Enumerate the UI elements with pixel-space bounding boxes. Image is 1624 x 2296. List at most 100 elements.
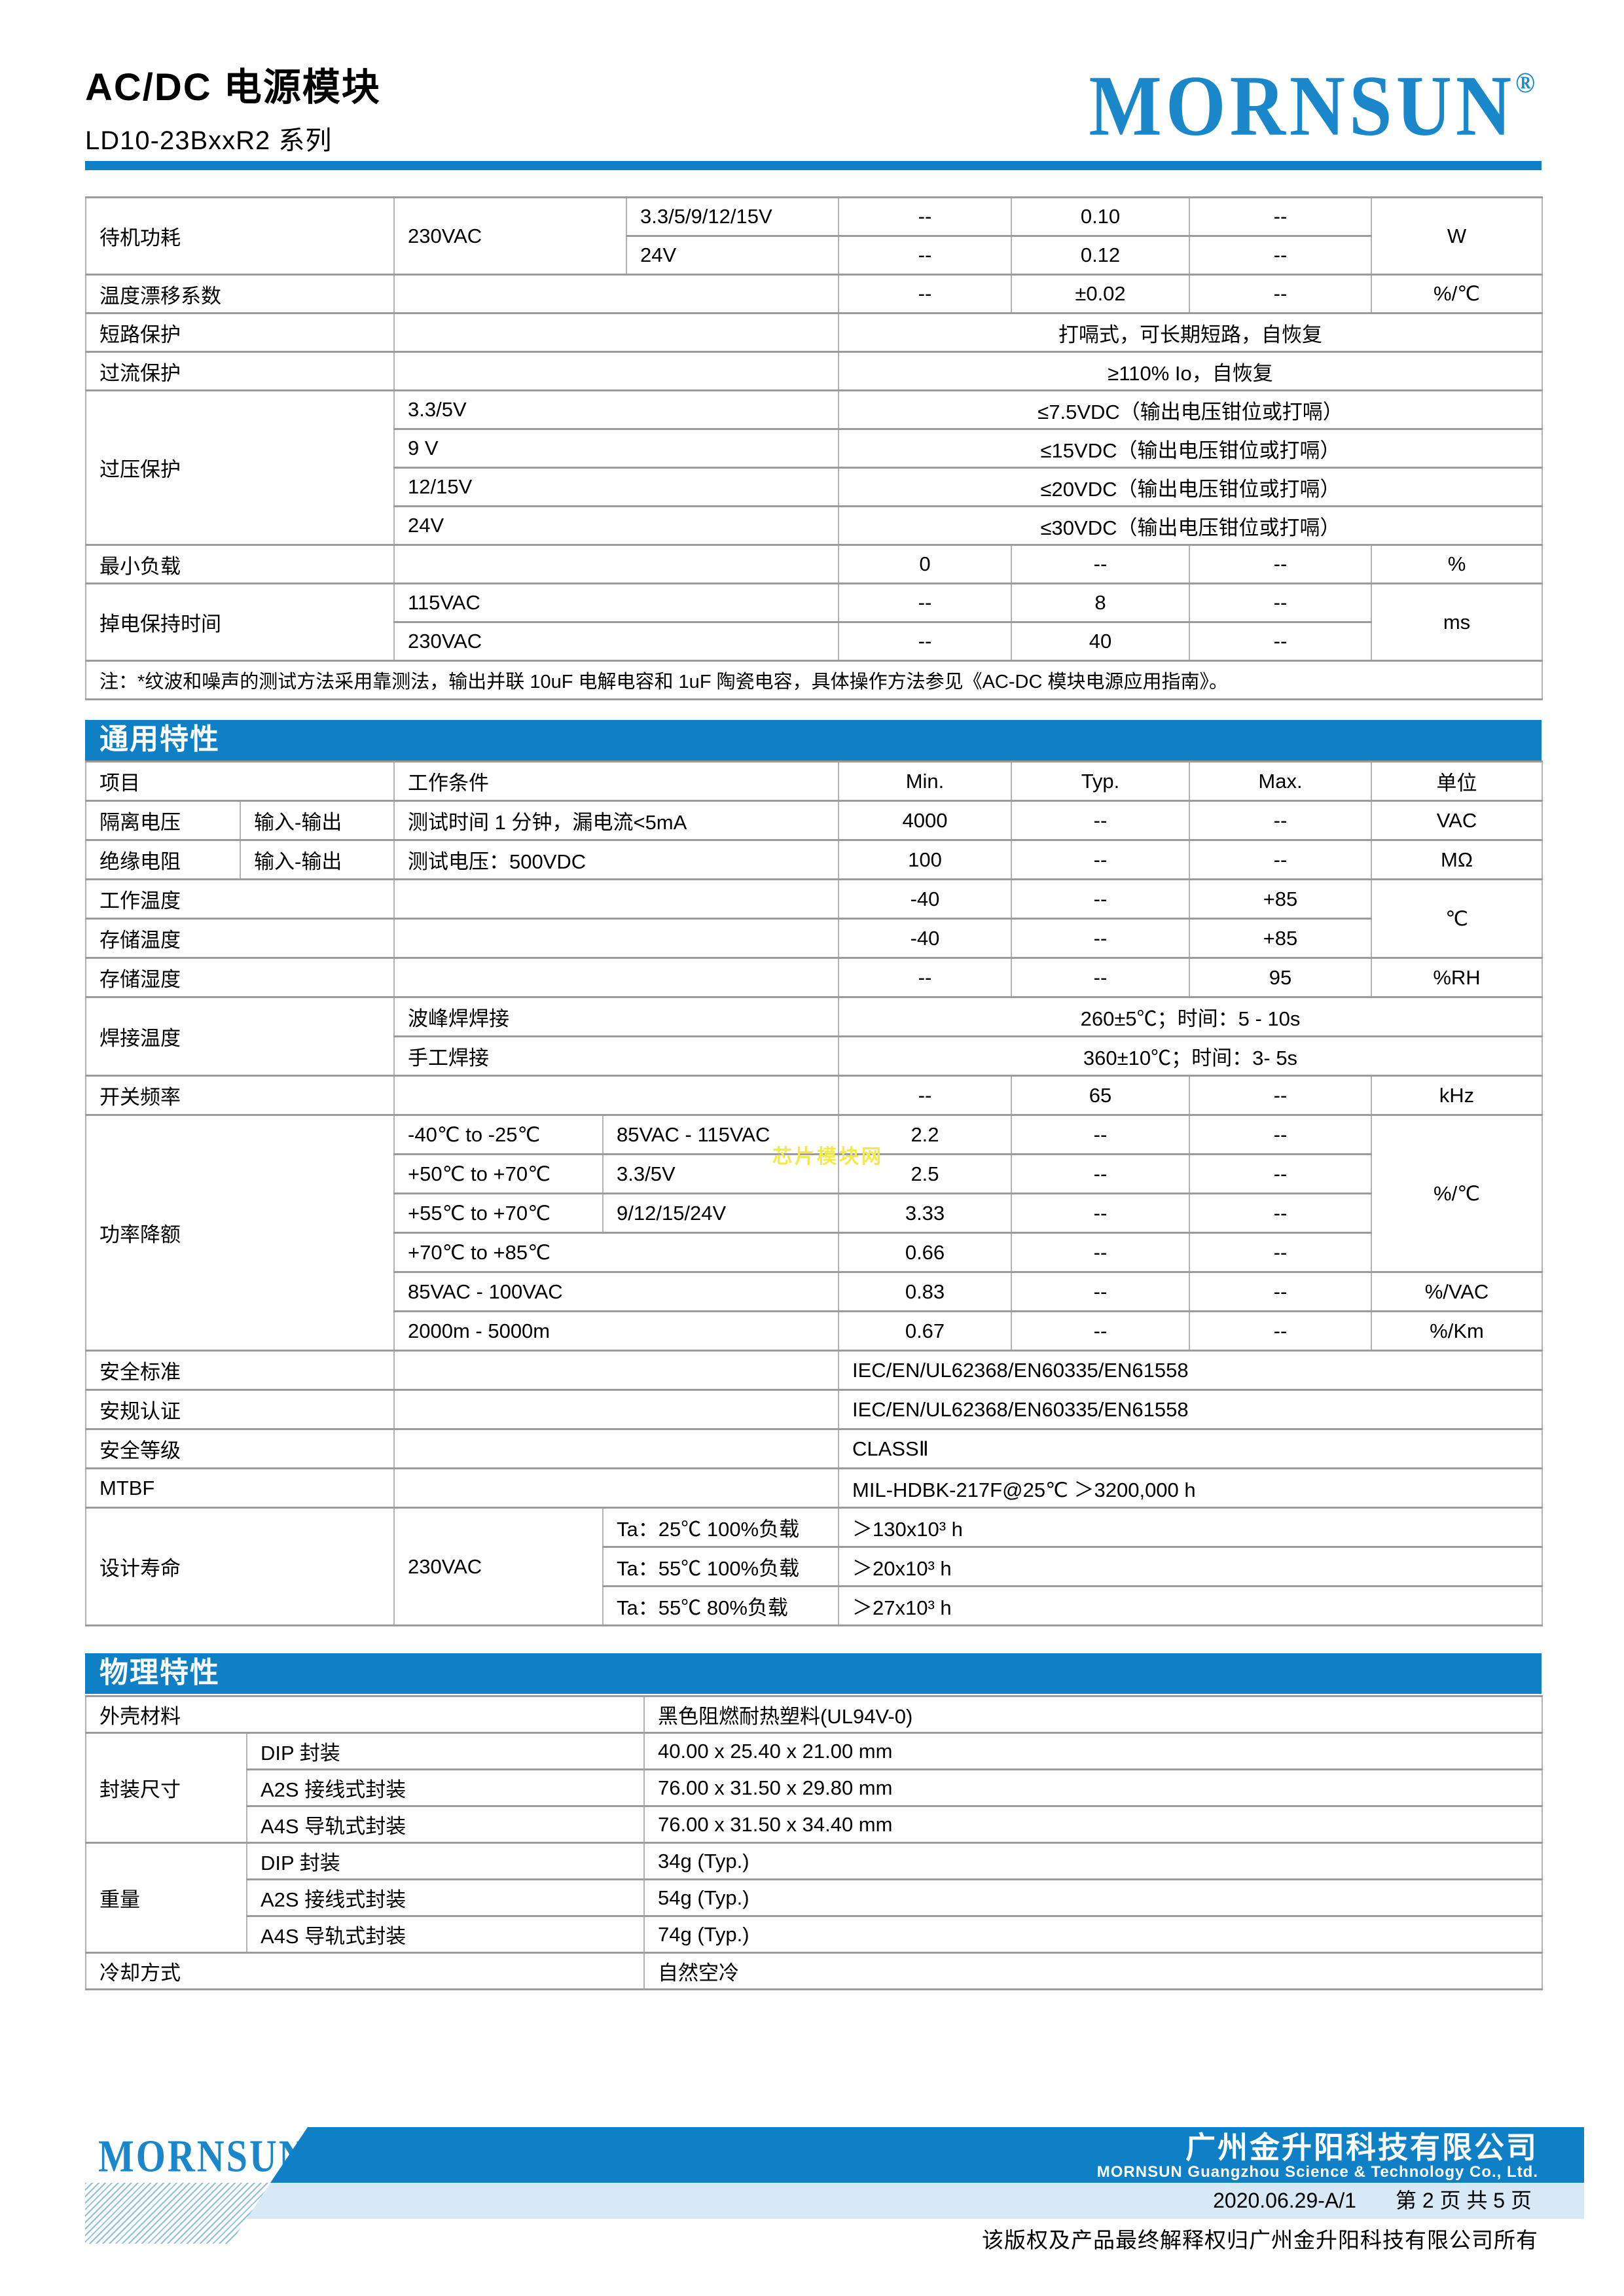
empty-cell — [393, 1350, 839, 1391]
table-row: 短路保护 打嗝式，可长期短路，自恢复 — [85, 312, 1543, 353]
table-row: 2000m - 5000m 0.67 -- -- %/Km — [86, 1310, 1543, 1352]
typ-cell: -- — [1011, 1310, 1190, 1352]
row-label-cell: 封装尺寸 — [85, 1732, 247, 1844]
condition-cell: 9 V — [393, 428, 839, 469]
table-row: 开关频率 -- 65 -- kHz — [85, 1075, 1543, 1116]
footer-company-name-en: MORNSUN Guangzhou Science & Technology C… — [1096, 2163, 1538, 2181]
row-label-cell: 存储湿度 — [85, 957, 395, 998]
row-label-cell: 开关频率 — [85, 1075, 395, 1116]
max-cell: -- — [1189, 1310, 1372, 1352]
condition-cell: 测试时间 1 分钟，漏电流<5mA — [393, 800, 839, 841]
row-label-cell: 设计寿命 — [85, 1507, 395, 1626]
condition-cell: Ta：25℃ 100%负载 — [602, 1507, 839, 1548]
value-cell: ＞130x10³ h — [838, 1507, 1543, 1548]
max-cell: -- — [1189, 839, 1372, 880]
empty-cell — [393, 878, 839, 920]
typ-cell: -- — [1011, 1153, 1190, 1194]
row-label-cell: 过压保护 — [85, 389, 395, 546]
condition-cell: Ta：55℃ 100%负载 — [602, 1546, 839, 1587]
max-cell: -- — [1189, 800, 1372, 841]
max-cell: -- — [1189, 1232, 1372, 1273]
min-cell: 100 — [838, 839, 1012, 880]
unit-cell: %/℃ — [1371, 274, 1543, 314]
row-label-cell: 工作温度 — [85, 878, 395, 920]
table-row: 9 V ≤15VDC（输出电压钳位或打嗝） — [86, 428, 1543, 469]
row-label-cell: 外壳材料 — [85, 1695, 645, 1734]
header-rule — [85, 161, 1542, 170]
registered-mark-icon: ® — [1515, 65, 1535, 99]
value-cell: 40.00 x 25.40 x 21.00 mm — [643, 1732, 1543, 1770]
min-cell: -- — [838, 1075, 1012, 1116]
typ-cell: -- — [1011, 800, 1190, 841]
table-row: +50℃ to +70℃ 3.3/5V 2.5 -- -- — [86, 1153, 1542, 1194]
condition-cell: +50℃ to +70℃ — [393, 1153, 604, 1194]
condition-cell: A2S 接线式封装 — [246, 1768, 645, 1807]
table-row: 手工焊接 360±10℃；时间：3- 5s — [86, 1035, 1543, 1077]
table-row: A4S 导轨式封装 74g (Typ.) — [86, 1915, 1543, 1954]
table-row: 重量 DIP 封装 34g (Typ.) — [85, 1842, 1543, 1954]
value-cell: ≤7.5VDC（输出电压钳位或打嗝） — [838, 389, 1543, 430]
table-row: 待机功耗 230VAC 3.3/5/9/12/15V -- 0.10 -- W — [85, 196, 1543, 276]
unit-cell: W — [1371, 196, 1543, 276]
value-cell: 54g (Typ.) — [643, 1878, 1543, 1917]
min-cell: -- — [838, 621, 1012, 662]
value-cell: ≤20VDC（输出电压钳位或打嗝） — [838, 467, 1543, 507]
max-cell: -- — [1189, 583, 1372, 623]
min-cell: 3.33 — [838, 1193, 1012, 1234]
section-title-physical: 物理特性 — [85, 1653, 1542, 1694]
table-row: 24V -- 0.12 -- — [86, 235, 1542, 276]
note-cell: 注：*纹波和噪声的测试方法采用靠测法，输出并联 10uF 电解电容和 1uF 陶… — [85, 660, 1543, 700]
table-row: 功率降额 -40℃ to -25℃ 85VAC - 115VAC 2.2 -- … — [85, 1114, 1543, 1352]
condition-cell: 2000m - 5000m — [393, 1310, 839, 1352]
min-cell: -40 — [838, 918, 1012, 959]
unit-cell: %/VAC — [1371, 1271, 1543, 1312]
empty-cell — [393, 1075, 839, 1116]
value-cell: ≤15VDC（输出电压钳位或打嗝） — [838, 428, 1543, 469]
condition-cell: 测试电压：500VDC — [393, 839, 839, 880]
column-header-cell: 单位 — [1371, 761, 1543, 802]
condition-cell: +55℃ to +70℃ — [393, 1193, 604, 1234]
condition-cell: 24V — [393, 505, 839, 546]
table-row: 设计寿命 230VAC Ta：25℃ 100%负载 ＞130x10³ h — [85, 1507, 1543, 1626]
copyright-note: 该版权及产品最终解释权归广州金升阳科技有限公司所有 — [982, 2228, 1538, 2252]
table-row: 过压保护 3.3/5V ≤7.5VDC（输出电压钳位或打嗝） — [85, 389, 1543, 546]
table-row: 12/15V ≤20VDC（输出电压钳位或打嗝） — [86, 467, 1543, 507]
footer-company-band: 广州金升阳科技有限公司 MORNSUN Guangzhou Science & … — [270, 2127, 1584, 2183]
section-title-general: 通用特性 — [85, 720, 1542, 761]
max-cell: -- — [1189, 1271, 1372, 1312]
value-cell: 打嗝式，可长期短路，自恢复 — [838, 312, 1543, 353]
value-cell: ≥110% Io，自恢复 — [838, 351, 1543, 391]
row-label-cell: 焊接温度 — [85, 996, 395, 1077]
min-cell: -- — [838, 583, 1012, 623]
min-cell: 0.67 — [838, 1310, 1012, 1352]
table-row: +55℃ to +70℃ 9/12/15/24V 3.33 -- -- — [86, 1193, 1542, 1234]
footer-revision-band: 2020.06.29-A/1 第 2 页 共 5 页 — [247, 2183, 1584, 2219]
table-row: 24V ≤30VDC（输出电压钳位或打嗝） — [86, 505, 1543, 546]
value-cell: 黑色阻燃耐热塑料(UL94V-0) — [643, 1695, 1543, 1734]
table-row: 焊接温度 波峰焊焊接 260±5℃；时间：5 - 10s — [85, 996, 1543, 1077]
column-header-cell: Min. — [838, 761, 1012, 802]
row-label-cell: 功率降额 — [85, 1114, 395, 1352]
condition-cell: A2S 接线式封装 — [246, 1878, 645, 1917]
table-row: 注：*纹波和噪声的测试方法采用靠测法，输出并联 10uF 电解电容和 1uF 陶… — [85, 660, 1543, 700]
table-row: 安全等级 CLASSⅡ — [85, 1428, 1543, 1469]
table-row: A4S 导轨式封装 76.00 x 31.50 x 34.40 mm — [86, 1805, 1543, 1844]
table-row: Ta：55℃ 100%负载 ＞20x10³ h — [86, 1546, 1543, 1587]
column-header-cell: Max. — [1189, 761, 1372, 802]
min-cell: -- — [838, 196, 1012, 237]
row-label-cell: 冷却方式 — [85, 1952, 645, 1990]
table-row: 过流保护 ≥110% Io，自恢复 — [85, 351, 1543, 391]
condition-cell: 波峰焊焊接 — [393, 996, 839, 1037]
row-label-cell: 存储温度 — [85, 918, 395, 959]
min-cell: 0 — [838, 544, 1012, 584]
typ-cell: -- — [1011, 1271, 1190, 1312]
footer-company-name-cn: 广州金升阳科技有限公司 — [1185, 2130, 1538, 2164]
typ-cell: -- — [1011, 957, 1190, 998]
min-cell: -- — [838, 235, 1012, 276]
table-row: 隔离电压 输入-输出 测试时间 1 分钟，漏电流<5mA 4000 -- -- … — [85, 800, 1543, 841]
series-subtitle: LD10-23BxxR2 系列 — [85, 126, 333, 155]
typ-cell: 8 — [1011, 583, 1190, 623]
row-label-cell: 掉电保持时间 — [85, 583, 395, 662]
value-cell: 34g (Typ.) — [643, 1842, 1543, 1880]
